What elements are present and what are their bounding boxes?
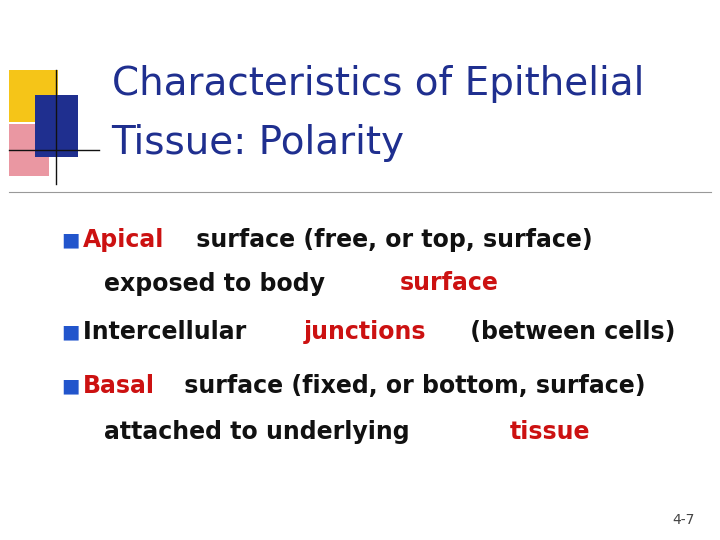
Text: tissue: tissue xyxy=(509,420,590,444)
Text: 4-7: 4-7 xyxy=(672,512,695,526)
Text: surface (fixed, or bottom, surface): surface (fixed, or bottom, surface) xyxy=(176,374,645,398)
Text: ■: ■ xyxy=(61,322,80,342)
Bar xyxy=(35,94,78,157)
Text: Intercellular: Intercellular xyxy=(83,320,254,344)
Text: surface (free, or top, surface): surface (free, or top, surface) xyxy=(188,228,593,252)
Bar xyxy=(9,124,49,176)
Text: ■: ■ xyxy=(61,231,80,250)
Text: (between cells): (between cells) xyxy=(462,320,675,344)
Text: ■: ■ xyxy=(61,376,80,396)
Text: Apical: Apical xyxy=(83,228,164,252)
Text: Basal: Basal xyxy=(83,374,155,398)
Text: junctions: junctions xyxy=(304,320,426,344)
Text: surface: surface xyxy=(400,272,499,295)
Text: exposed to body: exposed to body xyxy=(104,272,333,295)
Text: Tissue: Polarity: Tissue: Polarity xyxy=(112,124,405,162)
Bar xyxy=(9,70,58,122)
Text: attached to underlying: attached to underlying xyxy=(104,420,418,444)
Text: Characteristics of Epithelial: Characteristics of Epithelial xyxy=(112,65,644,103)
